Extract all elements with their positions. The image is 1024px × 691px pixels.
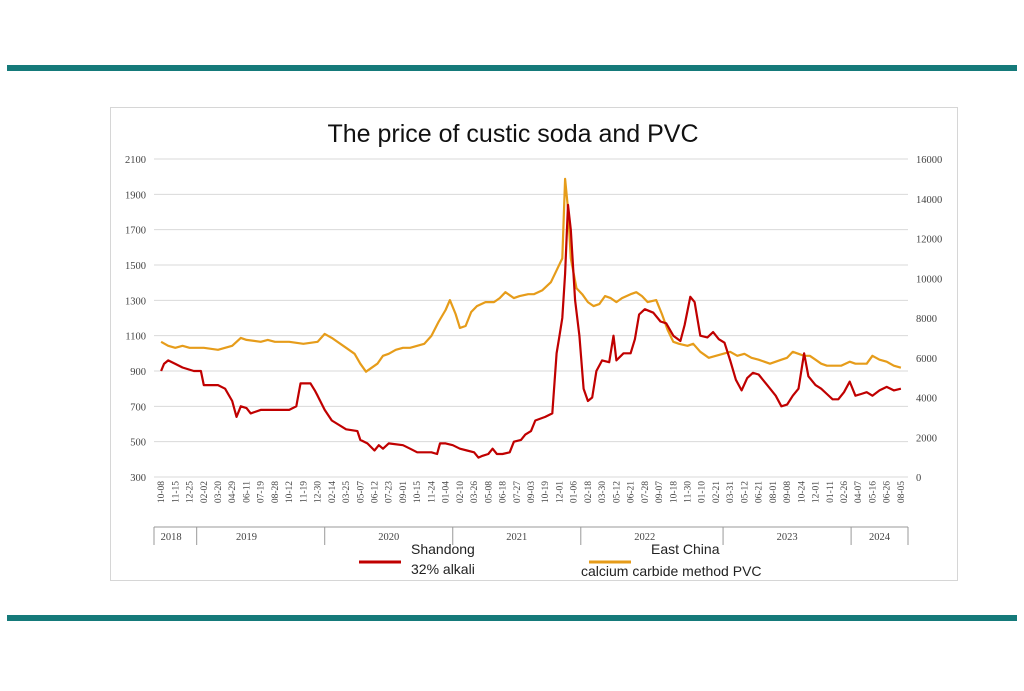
top-divider-rule: [7, 65, 1017, 71]
left-tick-label: 900: [130, 367, 146, 378]
legend-label: 32% alkali: [411, 561, 475, 577]
x-tick-label: 02-10: [456, 481, 466, 503]
left-tick-label: 700: [130, 402, 146, 413]
x-tick-label: 01-11: [826, 481, 836, 503]
year-label: 2021: [506, 532, 527, 543]
x-tick-label: 11-19: [299, 481, 309, 503]
left-tick-label: 1100: [125, 332, 146, 343]
x-axis-ticks: 10-08 11-15 12-25 02-02 03-20 04-29 06-11 07-19…: [157, 481, 907, 503]
right-tick-label: 8000: [916, 314, 937, 325]
year-label: 2020: [378, 532, 399, 543]
series-lines: [160, 177, 902, 459]
x-tick-label: 05-12: [740, 481, 750, 503]
x-tick-label: 09-03: [527, 481, 537, 503]
x-tick-label: 10-18: [669, 481, 679, 503]
x-tick-label: 10-12: [285, 481, 295, 503]
x-tick-label: 10-19: [541, 481, 551, 503]
x-tick-label: 12-25: [186, 481, 196, 503]
right-tick-label: 10000: [916, 274, 942, 285]
x-tick-label: 06-11: [242, 481, 252, 503]
right-tick-label: 16000: [916, 155, 942, 166]
right-tick-label: 4000: [916, 394, 937, 405]
year-label: 2022: [634, 532, 655, 543]
x-tick-label: 01-10: [698, 481, 708, 503]
x-tick-label: 10-08: [157, 481, 167, 503]
year-axis-row: 2018 2019 2020 2021 2022 2023 2024: [153, 526, 909, 545]
left-tick-label: 1900: [125, 190, 146, 201]
x-tick-label: 07-23: [385, 481, 395, 503]
x-tick-label: 11-15: [171, 481, 181, 503]
year-label: 2019: [236, 532, 257, 543]
x-tick-label: 12-01: [555, 481, 565, 503]
x-tick-label: 08-05: [897, 481, 907, 503]
x-tick-label: 07-19: [257, 481, 267, 503]
x-tick-label: 01-04: [442, 481, 452, 503]
legend-label: East China: [651, 541, 720, 557]
x-tick-label: 11-24: [427, 481, 437, 503]
left-tick-label: 1500: [125, 261, 146, 272]
right-tick-label: 14000: [916, 195, 942, 206]
year-label: 2023: [777, 532, 798, 543]
legend-label: Shandong: [411, 541, 475, 557]
right-tick-label: 2000: [916, 433, 937, 444]
x-tick-label: 02-18: [584, 481, 594, 503]
series-line-shandong-alkali: [160, 203, 902, 459]
left-tick-label: 1700: [125, 226, 146, 237]
x-tick-label: 08-28: [271, 481, 281, 503]
x-tick-label: 05-16: [868, 481, 878, 503]
left-tick-label: 1300: [125, 296, 146, 307]
x-tick-label: 10-15: [413, 481, 423, 503]
x-tick-label: 12-30: [314, 481, 324, 503]
x-tick-label: 06-12: [371, 481, 381, 503]
gridlines: [154, 158, 908, 478]
x-tick-label: 09-01: [399, 481, 409, 503]
x-tick-label: 06-18: [499, 481, 509, 503]
x-tick-label: 03-30: [598, 481, 608, 503]
left-tick-label: 2100: [125, 155, 146, 166]
x-tick-label: 03-26: [470, 481, 480, 503]
x-tick-label: 04-29: [228, 481, 238, 503]
legend-label: calcium carbide method PVC: [581, 563, 762, 579]
chart-legend: Shandong 32% alkali East China calcium carb…: [359, 541, 762, 579]
left-axis-ticks: 300 500 700 900 1100 1300 1500 1700 1900 2100: [125, 155, 146, 484]
right-tick-label: 0: [916, 473, 921, 484]
year-label: 2024: [869, 532, 891, 543]
x-tick-label: 05-08: [484, 481, 494, 503]
x-tick-label: 02-21: [712, 481, 722, 503]
x-tick-label: 05-12: [612, 481, 622, 503]
x-tick-label: 11-30: [683, 481, 693, 503]
x-tick-label: 10-24: [797, 481, 807, 503]
left-tick-label: 500: [130, 438, 146, 449]
x-tick-label: 02-26: [840, 481, 850, 503]
x-tick-label: 07-27: [513, 481, 523, 503]
x-tick-label: 08-01: [769, 481, 779, 503]
x-tick-label: 06-21: [755, 481, 765, 503]
x-tick-label: 02-14: [328, 481, 338, 503]
chart-title: The price of custic soda and PVC: [327, 120, 698, 148]
x-tick-label: 09-07: [655, 481, 665, 503]
right-tick-label: 6000: [916, 354, 937, 365]
chart-frame: The price of custic soda and PVC 300 500 7…: [110, 107, 958, 581]
x-tick-label: 06-21: [627, 481, 637, 503]
x-tick-label: 01-06: [570, 481, 580, 503]
right-tick-label: 12000: [916, 235, 942, 246]
x-tick-label: 03-20: [214, 481, 224, 503]
x-tick-label: 09-08: [783, 481, 793, 503]
x-tick-label: 05-07: [356, 481, 366, 503]
left-tick-label: 300: [130, 473, 146, 484]
x-tick-label: 06-26: [883, 481, 893, 503]
bottom-divider-rule: [7, 615, 1017, 621]
right-axis-ticks: 0 2000 4000 6000 8000 10000 12000 14000 16000: [916, 155, 942, 484]
x-tick-label: 03-25: [342, 481, 352, 503]
x-tick-label: 12-01: [812, 481, 822, 503]
x-tick-label: 07-28: [641, 481, 651, 503]
series-line-east-china-pvc: [160, 177, 902, 373]
x-tick-label: 04-07: [854, 481, 864, 503]
x-tick-label: 03-31: [726, 481, 736, 503]
year-label: 2018: [161, 532, 182, 543]
x-tick-label: 02-02: [200, 481, 210, 503]
line-chart: The price of custic soda and PVC 300 500 7…: [125, 120, 942, 579]
